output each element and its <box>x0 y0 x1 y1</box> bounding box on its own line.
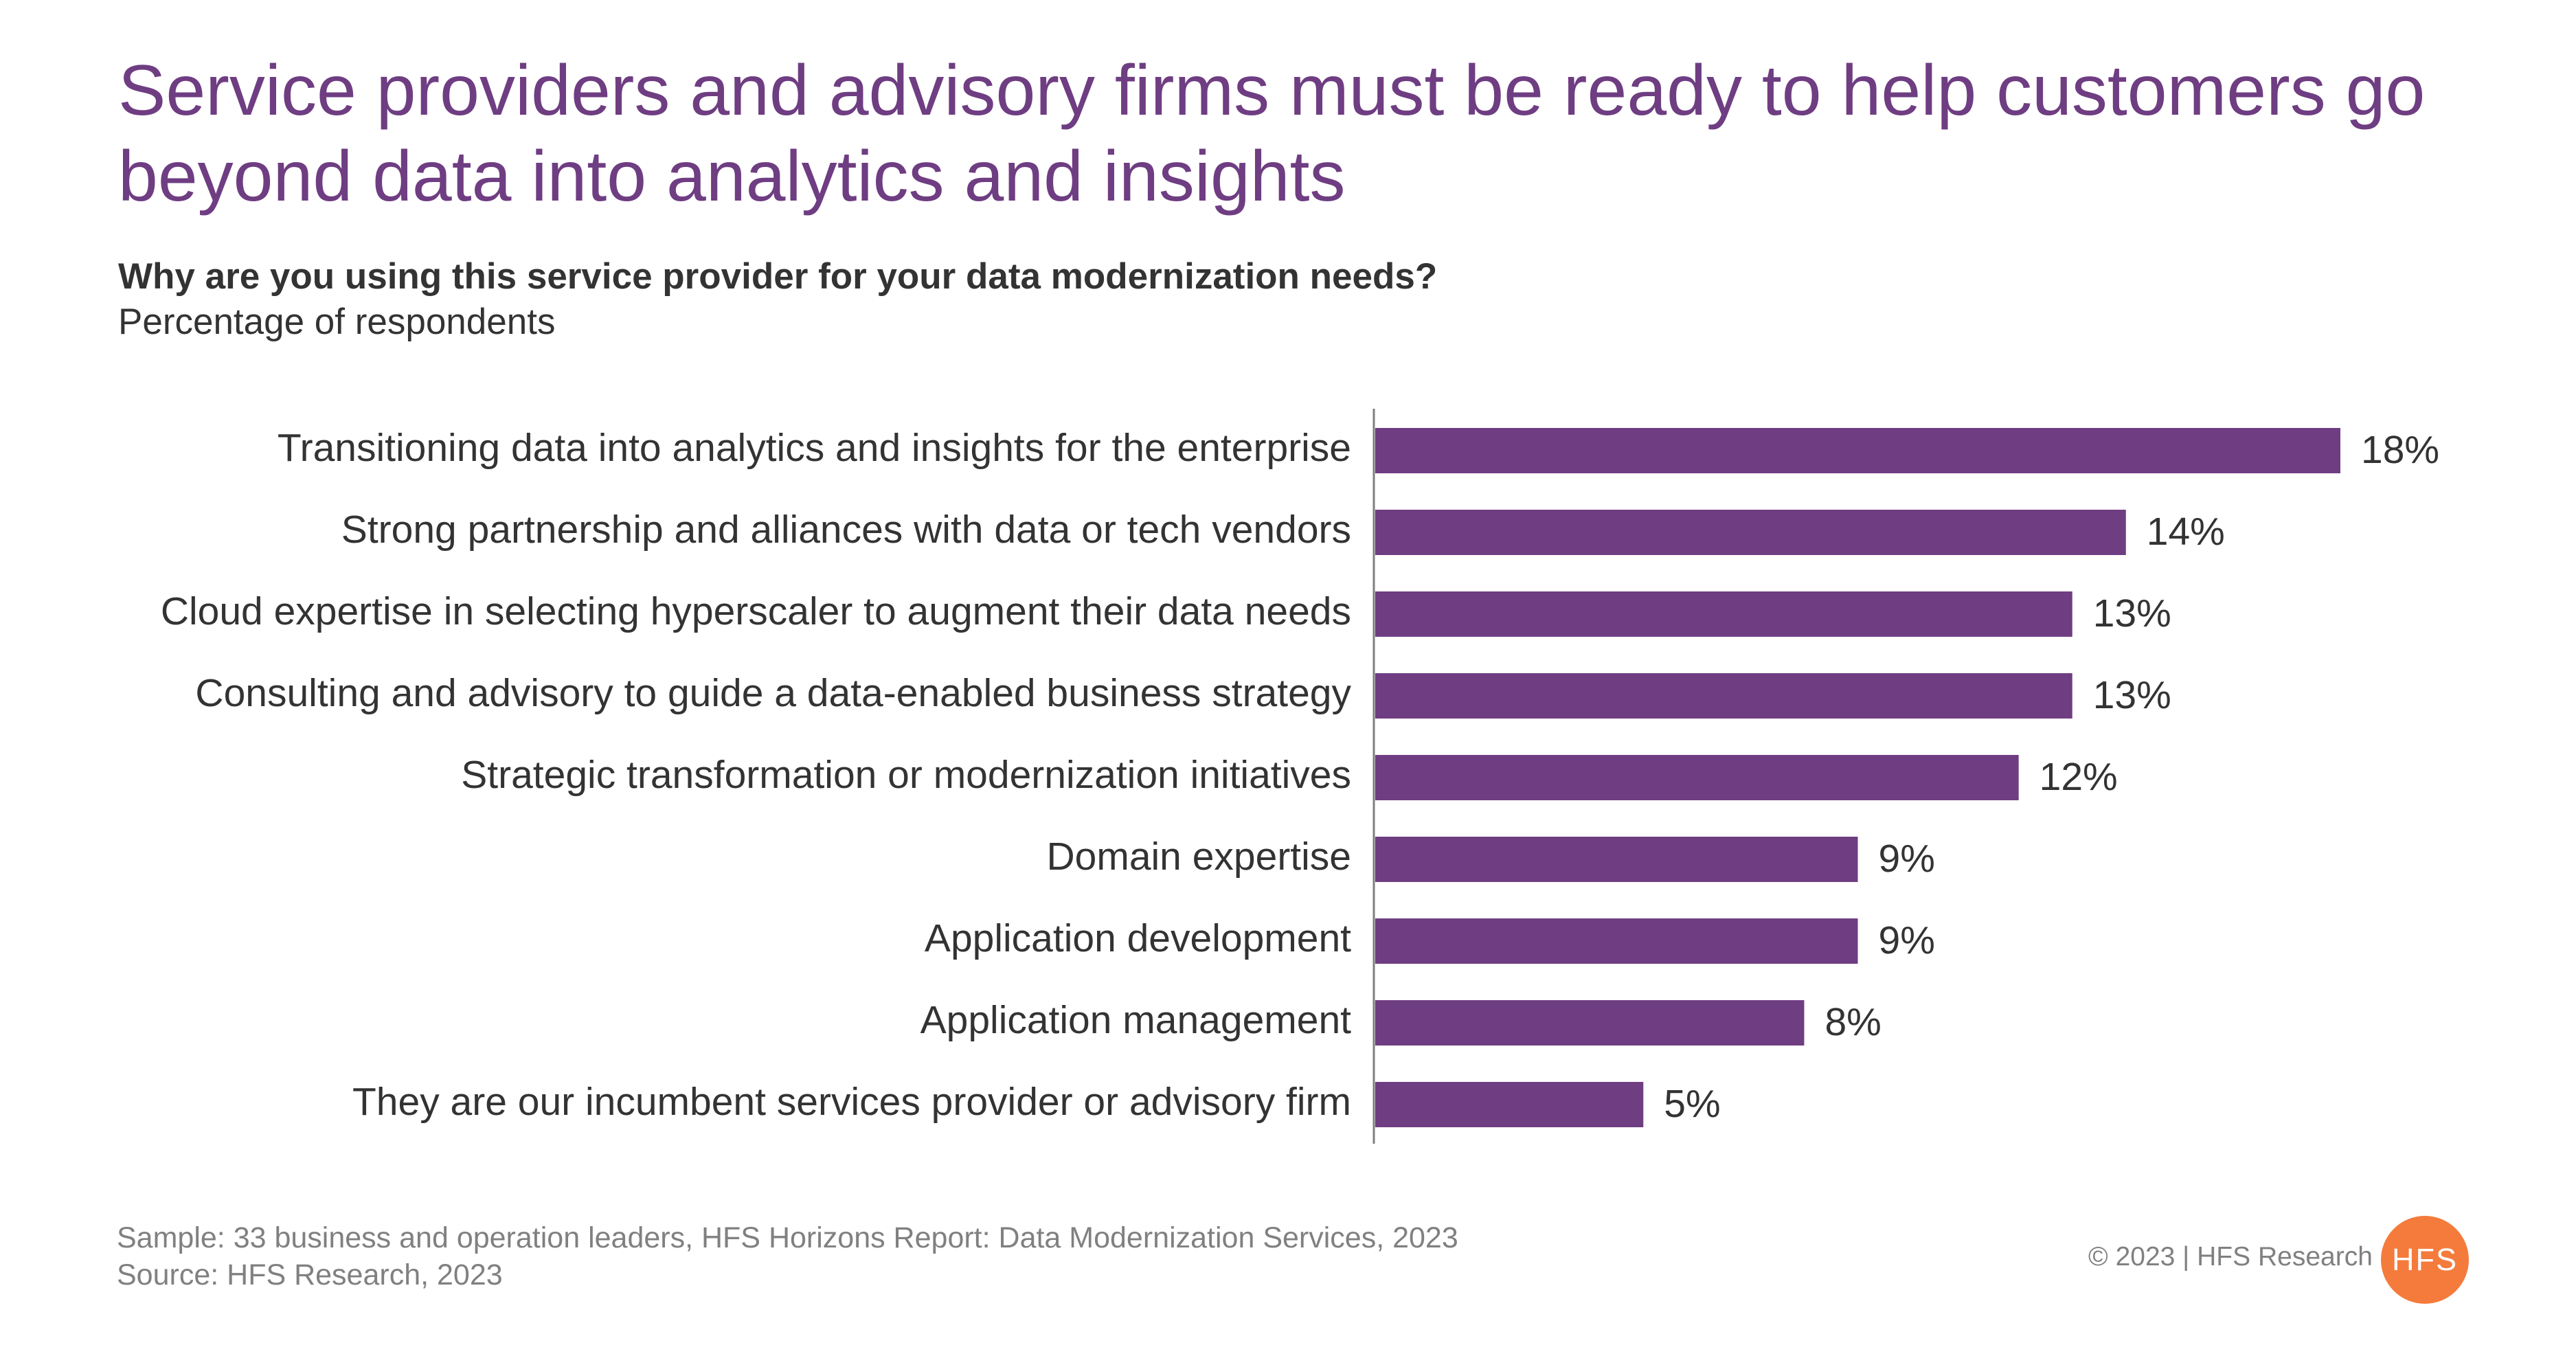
value-label: 8% <box>1824 1000 1881 1044</box>
category-label: Consulting and advisory to guide a data-… <box>195 671 1351 715</box>
value-label: 5% <box>1664 1082 1720 1126</box>
hfs-logo: HFS <box>2381 1216 2469 1304</box>
bar <box>1375 1082 1644 1127</box>
category-label: Strong partnership and alliances with da… <box>341 508 1351 552</box>
bar <box>1375 591 2072 637</box>
category-label: Application management <box>920 998 1352 1042</box>
category-label: Domain expertise <box>1046 835 1351 879</box>
category-label: Strategic transformation or modernizatio… <box>461 753 1351 797</box>
value-label: 13% <box>2093 673 2171 717</box>
bar <box>1375 428 2340 473</box>
bar <box>1375 755 2019 800</box>
value-label: 12% <box>2040 755 2118 799</box>
bar <box>1375 837 1858 882</box>
page-title: Service providers and advisory firms mus… <box>118 51 2426 216</box>
chart-question: Why are you using this service provider … <box>118 256 1438 297</box>
value-label: 9% <box>1879 918 1935 962</box>
sample-note: Sample: 33 business and operation leader… <box>117 1221 1458 1254</box>
chart-subtitle: Percentage of respondents <box>118 302 556 342</box>
bar <box>1375 510 2126 555</box>
bar <box>1375 918 1858 964</box>
bar <box>1375 673 2072 719</box>
bar <box>1375 1000 1805 1046</box>
value-label: 18% <box>2361 428 2439 472</box>
source-note: Source: HFS Research, 2023 <box>117 1258 503 1291</box>
copyright: © 2023 | HFS Research <box>2088 1242 2373 1271</box>
value-label: 14% <box>2147 510 2225 554</box>
bar-chart: Transitioning data into analytics and in… <box>161 409 2439 1144</box>
value-label: 13% <box>2093 591 2171 635</box>
category-label: Application development <box>925 916 1351 960</box>
category-label: They are our incumbent services provider… <box>352 1080 1351 1124</box>
category-label: Transitioning data into analytics and in… <box>278 426 1351 470</box>
value-label: 9% <box>1879 837 1935 881</box>
category-label: Cloud expertise in selecting hyperscaler… <box>161 589 1351 633</box>
